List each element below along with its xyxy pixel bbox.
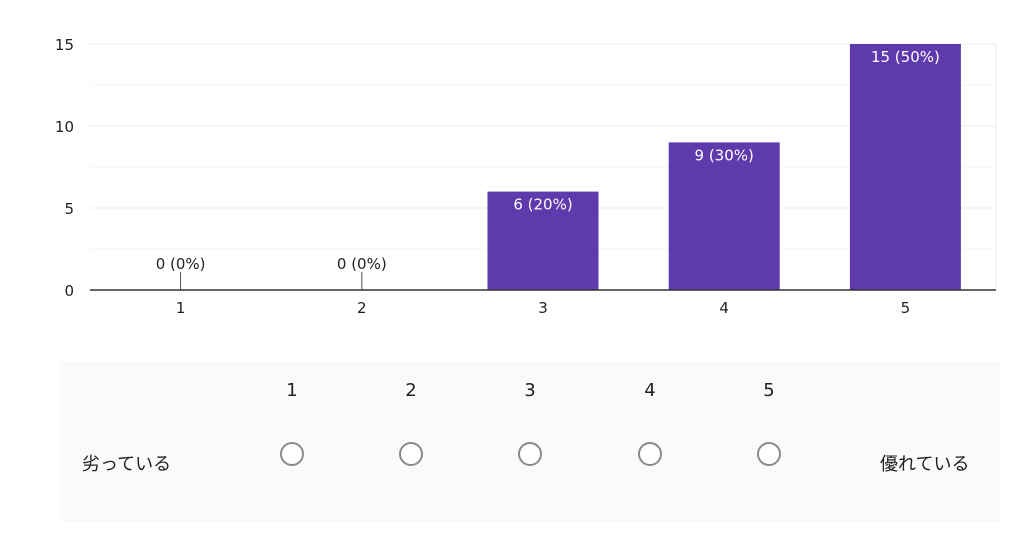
- data-label-3: 6 (20%): [513, 196, 572, 214]
- scale-number-3: 3: [524, 380, 536, 401]
- x-tick-label-1: 1: [176, 299, 186, 317]
- data-label-5: 15 (50%): [871, 48, 940, 66]
- radio-option-3[interactable]: [518, 442, 542, 466]
- radio-option-5[interactable]: [757, 442, 781, 466]
- y-tick-label: 10: [55, 118, 74, 136]
- scale-high-label: 優れている: [880, 454, 970, 475]
- x-tick-label-2: 2: [357, 299, 367, 317]
- y-tick-label: 5: [64, 200, 74, 218]
- bar-4: [668, 142, 780, 290]
- scale-low-label: 劣っている: [82, 454, 172, 475]
- scale-number-5: 5: [763, 380, 775, 401]
- data-label-4: 9 (30%): [695, 146, 754, 164]
- radio-option-1[interactable]: [280, 442, 304, 466]
- bar-3: [487, 191, 599, 290]
- data-label-2: 0 (0%): [337, 255, 387, 273]
- radio-option-2[interactable]: [399, 442, 423, 466]
- y-tick-label: 0: [64, 282, 74, 300]
- scale-number-2: 2: [405, 380, 417, 401]
- scale-number-4: 4: [644, 380, 656, 401]
- data-label-1: 0 (0%): [156, 255, 206, 273]
- bar-5: [849, 44, 961, 290]
- scale-number-1: 1: [286, 380, 298, 401]
- bar-chart: 0 5 10 15 0 (0%) 1 0 (0%) 2 6 (20%) 3 9 (30%) 4 15 (…: [55, 36, 997, 317]
- x-tick-label-4: 4: [719, 299, 729, 317]
- x-tick-label-5: 5: [901, 299, 911, 317]
- x-tick-label-3: 3: [538, 299, 548, 317]
- radio-option-4[interactable]: [638, 442, 662, 466]
- y-tick-label: 15: [55, 36, 74, 54]
